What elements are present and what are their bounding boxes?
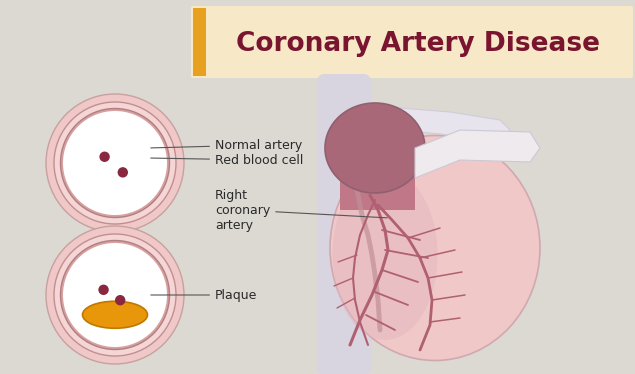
Ellipse shape [115, 295, 125, 306]
Ellipse shape [46, 226, 184, 364]
Ellipse shape [117, 167, 128, 178]
Ellipse shape [330, 135, 540, 361]
Text: Right
coronary
artery: Right coronary artery [215, 188, 387, 232]
FancyBboxPatch shape [317, 74, 371, 374]
Ellipse shape [98, 285, 109, 295]
Text: Coronary Artery Disease: Coronary Artery Disease [236, 31, 600, 57]
Polygon shape [340, 175, 415, 210]
Ellipse shape [83, 301, 147, 328]
FancyBboxPatch shape [191, 6, 633, 78]
Ellipse shape [333, 170, 438, 340]
Ellipse shape [60, 108, 170, 218]
Ellipse shape [60, 240, 170, 349]
Ellipse shape [63, 243, 167, 347]
Polygon shape [415, 130, 540, 178]
Ellipse shape [46, 94, 184, 232]
Ellipse shape [63, 111, 167, 215]
Bar [193, 8, 206, 76]
Text: Normal artery: Normal artery [150, 138, 302, 151]
Ellipse shape [325, 103, 425, 193]
Ellipse shape [54, 102, 176, 224]
Polygon shape [363, 108, 510, 140]
Ellipse shape [54, 234, 176, 356]
Text: Red blood cell: Red blood cell [150, 153, 304, 166]
Text: Plaque: Plaque [150, 288, 257, 301]
FancyBboxPatch shape [328, 335, 366, 374]
Ellipse shape [100, 151, 110, 162]
